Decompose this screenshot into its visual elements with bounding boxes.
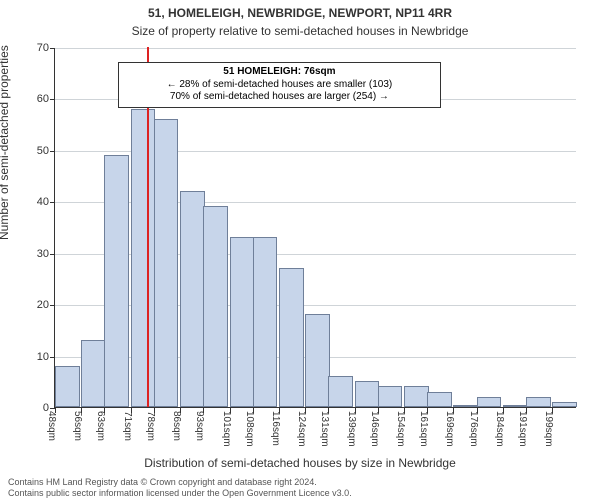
footer-line2: Contains public sector information licen… — [8, 488, 592, 498]
footer-line1: Contains HM Land Registry data © Crown c… — [8, 477, 592, 487]
x-tick-label: 184sqm — [494, 411, 505, 447]
x-tick-label: 146sqm — [369, 411, 380, 447]
histogram-bar — [55, 366, 80, 407]
y-tick-label: 30 — [37, 248, 55, 260]
x-tick-label: 176sqm — [468, 411, 479, 447]
histogram-bar — [279, 268, 304, 407]
chart-title-line2: Size of property relative to semi-detach… — [0, 24, 600, 38]
x-tick-label: 93sqm — [194, 411, 205, 441]
histogram-bar — [203, 206, 228, 407]
y-tick-label: 10 — [37, 351, 55, 363]
histogram-bar — [503, 405, 528, 407]
histogram-bar — [453, 405, 478, 407]
y-tick-label: 40 — [37, 196, 55, 208]
x-tick-label: 78sqm — [145, 411, 156, 441]
info-box-smaller: ← 28% of semi-detached houses are smalle… — [125, 79, 435, 92]
gridline — [55, 48, 576, 49]
x-tick-label: 48sqm — [46, 411, 57, 441]
x-tick-label: 161sqm — [418, 411, 429, 447]
x-tick-label: 139sqm — [346, 411, 357, 447]
histogram-bar — [154, 119, 179, 407]
histogram-bar — [230, 237, 255, 407]
x-tick-label: 131sqm — [319, 411, 330, 447]
info-box-title: 51 HOMELEIGH: 76sqm — [125, 66, 435, 79]
x-tick-label: 191sqm — [517, 411, 528, 447]
histogram-bar — [378, 386, 403, 407]
histogram-bar — [526, 397, 551, 407]
x-tick-label: 101sqm — [221, 411, 232, 447]
histogram-bar — [305, 314, 330, 407]
x-tick-label: 56sqm — [72, 411, 83, 441]
y-tick-label: 60 — [37, 93, 55, 105]
histogram-bar — [104, 155, 129, 407]
y-tick-label: 70 — [37, 42, 55, 54]
info-box: 51 HOMELEIGH: 76sqm← 28% of semi-detache… — [118, 62, 442, 108]
histogram-bar — [477, 397, 502, 407]
y-axis-label: Number of semi-detached properties — [0, 45, 11, 240]
histogram-bar — [253, 237, 278, 407]
plot-area: 01020304050607048sqm56sqm63sqm71sqm78sqm… — [54, 48, 576, 408]
histogram-bar — [427, 392, 452, 407]
histogram-bar — [328, 376, 353, 407]
info-box-larger: 70% of semi-detached houses are larger (… — [125, 91, 435, 104]
x-tick-label: 63sqm — [95, 411, 106, 441]
histogram-bar — [131, 109, 156, 407]
histogram-bar — [552, 402, 577, 407]
x-tick-label: 108sqm — [244, 411, 255, 447]
y-tick-label: 50 — [37, 145, 55, 157]
x-tick-label: 124sqm — [296, 411, 307, 447]
histogram-bar — [180, 191, 205, 407]
histogram-bar — [81, 340, 106, 407]
x-tick-label: 86sqm — [171, 411, 182, 441]
x-axis-label: Distribution of semi-detached houses by … — [0, 456, 600, 470]
x-tick-label: 71sqm — [122, 411, 133, 441]
chart-title-line1: 51, HOMELEIGH, NEWBRIDGE, NEWPORT, NP11 … — [0, 6, 600, 20]
x-tick-label: 199sqm — [543, 411, 554, 447]
y-tick-label: 20 — [37, 299, 55, 311]
histogram-bar — [355, 381, 380, 407]
x-tick-label: 169sqm — [444, 411, 455, 447]
footer-attribution: Contains HM Land Registry data © Crown c… — [8, 477, 592, 498]
x-tick-label: 154sqm — [395, 411, 406, 447]
x-tick-label: 116sqm — [270, 411, 281, 446]
histogram-bar — [404, 386, 429, 407]
